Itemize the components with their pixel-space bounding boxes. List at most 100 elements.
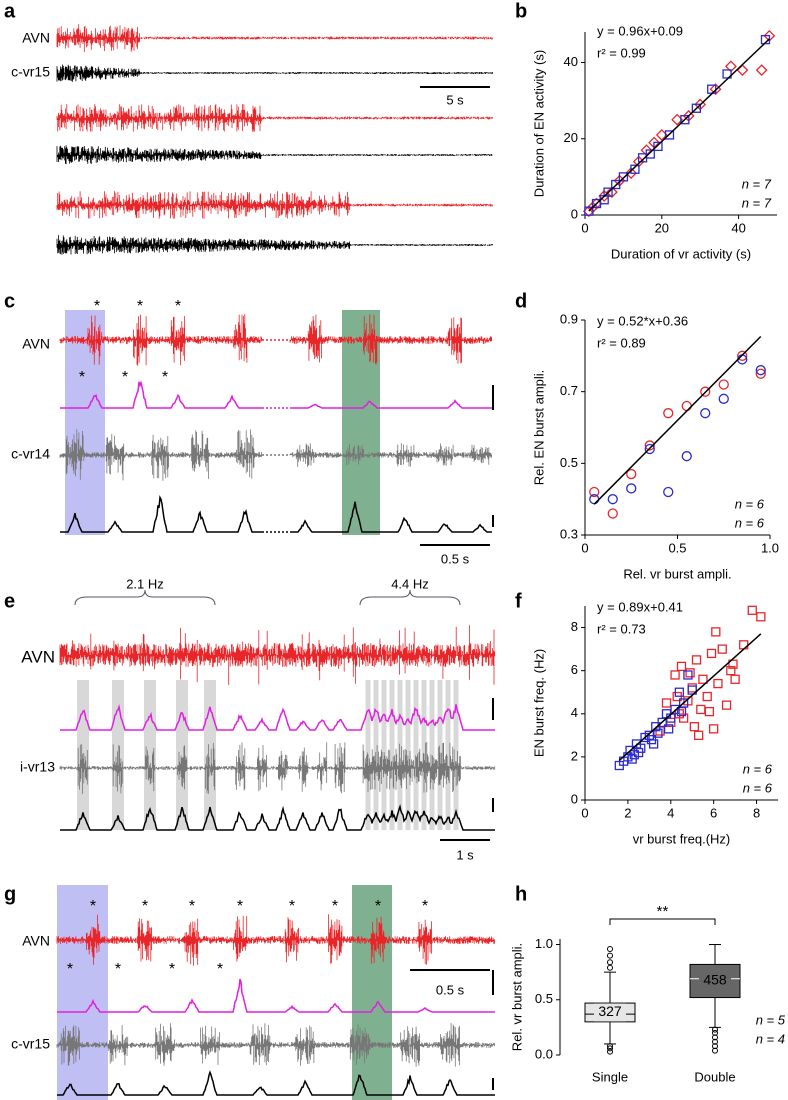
point xyxy=(630,164,640,174)
flier xyxy=(712,1043,718,1050)
count: 327 xyxy=(598,1003,622,1019)
star: * xyxy=(332,898,338,915)
annotation: r² = 0.73 xyxy=(597,621,646,636)
scale-label: 0.5 s xyxy=(436,982,465,997)
panel-label: b xyxy=(515,0,527,22)
point xyxy=(687,683,697,693)
y-tick-label: 0.9 xyxy=(560,311,578,326)
x-tick-label: 0 xyxy=(581,540,588,555)
envelope xyxy=(60,495,262,533)
point xyxy=(700,408,711,419)
point xyxy=(676,706,687,717)
point xyxy=(653,141,663,152)
point xyxy=(653,728,663,738)
star: * xyxy=(289,898,295,915)
star: * xyxy=(375,898,381,915)
flier xyxy=(607,1043,613,1050)
point xyxy=(676,661,687,672)
panel-label: f xyxy=(515,590,522,612)
flier xyxy=(712,1029,718,1036)
point xyxy=(691,655,702,665)
point xyxy=(626,468,637,480)
x-axis-label: Rel. vr burst ampli. xyxy=(623,566,731,581)
x-tick-label: 20 xyxy=(655,220,669,235)
trace xyxy=(56,1023,495,1067)
annotation: y = 0.52*x+0.36 xyxy=(597,313,688,328)
envelope xyxy=(57,978,495,1013)
panel-label: h xyxy=(515,883,527,905)
trace-label: AVN xyxy=(21,647,55,666)
star: * xyxy=(217,961,223,978)
stripe xyxy=(445,680,451,830)
trace-label: i-vr13 xyxy=(20,759,55,775)
point xyxy=(704,706,715,717)
point xyxy=(589,486,600,498)
x-tick-label: Single xyxy=(592,1069,628,1084)
legend-entry: n = 7 xyxy=(742,176,772,191)
point xyxy=(633,747,644,758)
stripe xyxy=(429,680,435,830)
panel-label: c xyxy=(4,290,15,312)
stripe xyxy=(405,680,411,830)
annotation: r² = 0.99 xyxy=(597,45,646,60)
point xyxy=(700,386,711,397)
legend-entry: n = 7 xyxy=(742,195,772,210)
scale-label: 1 s xyxy=(456,847,474,862)
point xyxy=(691,103,702,113)
point xyxy=(678,713,689,723)
legend-entry: n = 5 xyxy=(756,1012,786,1027)
point xyxy=(664,130,675,140)
count: 458 xyxy=(703,972,727,988)
flier xyxy=(712,1047,718,1054)
point xyxy=(755,64,768,77)
x-tick-label: 40 xyxy=(731,220,745,235)
point xyxy=(718,393,729,404)
point xyxy=(663,408,674,419)
scale-label: 5 s xyxy=(446,92,464,107)
point xyxy=(755,368,766,379)
point xyxy=(702,691,712,702)
y-tick-label: 6 xyxy=(571,662,578,677)
point xyxy=(645,149,655,159)
point xyxy=(747,605,757,615)
point xyxy=(663,724,674,734)
point xyxy=(721,700,732,710)
point xyxy=(681,400,692,412)
point xyxy=(674,687,685,697)
trendline xyxy=(588,38,770,212)
stripe xyxy=(453,680,459,830)
star: * xyxy=(94,298,100,315)
envelope xyxy=(290,399,492,409)
trace-label: c-vr14 xyxy=(11,446,50,462)
flier xyxy=(712,1038,718,1045)
trace xyxy=(59,625,496,685)
y-tick-label: 40 xyxy=(564,54,578,69)
point xyxy=(618,172,629,182)
trace-label: c-vr15 xyxy=(11,1036,50,1052)
annotation: r² = 0.89 xyxy=(597,335,646,350)
point xyxy=(722,69,732,79)
point xyxy=(680,115,690,125)
y-tick-label: 0.7 xyxy=(560,383,578,398)
point xyxy=(670,704,680,715)
point xyxy=(717,644,727,654)
annotation: y = 0.89x+0.41 xyxy=(597,599,683,614)
trace xyxy=(289,314,492,365)
x-axis-label: Duration of vr activity (s) xyxy=(611,246,751,261)
highlight xyxy=(352,885,392,1100)
stripe xyxy=(389,680,395,830)
star: * xyxy=(79,369,85,386)
panel-label: a xyxy=(4,0,16,22)
point xyxy=(728,659,738,669)
point xyxy=(756,612,766,622)
star: * xyxy=(162,369,168,386)
point xyxy=(755,365,766,376)
y-tick-label: 4 xyxy=(571,705,578,720)
point xyxy=(711,627,721,637)
envelope xyxy=(60,380,262,409)
significance: ** xyxy=(657,903,669,920)
trace xyxy=(56,104,493,132)
envelope xyxy=(60,703,495,731)
star: * xyxy=(175,298,181,315)
